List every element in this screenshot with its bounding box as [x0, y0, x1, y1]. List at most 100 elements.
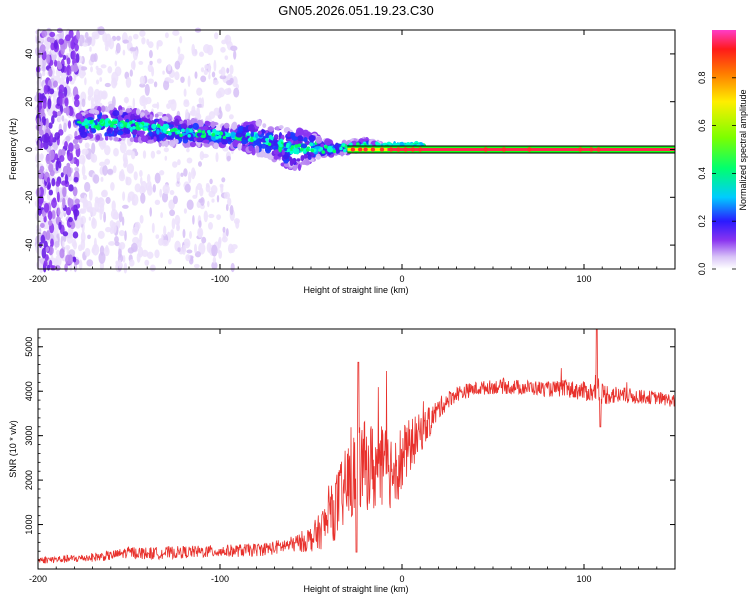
- tone-line-dot: [363, 147, 368, 152]
- spectral-blob: [187, 75, 191, 88]
- spectral-blob: [192, 194, 198, 199]
- spectral-blob: [66, 65, 70, 76]
- spectral-blob: [45, 246, 50, 253]
- colorbar-gradient: [712, 30, 736, 269]
- spectral-blob: [260, 143, 268, 149]
- spectral-blob: [143, 104, 146, 110]
- spectral-blob: [227, 243, 234, 254]
- spectral-blob: [58, 160, 62, 169]
- spectral-blob: [91, 31, 99, 38]
- spectral-blob: [79, 154, 86, 165]
- spectral-blob: [226, 67, 230, 74]
- spectral-blob: [64, 244, 71, 251]
- spectral-blob: [92, 174, 100, 184]
- spectral-blob: [104, 44, 109, 52]
- spectral-blob: [297, 143, 302, 148]
- spectral-blob: [98, 251, 106, 264]
- spectral-blob: [154, 199, 161, 206]
- spectral-blob: [207, 129, 211, 134]
- spectral-blob: [221, 39, 227, 45]
- spectral-blob: [87, 234, 91, 240]
- spectral-blob: [105, 196, 111, 204]
- spectral-blob: [40, 234, 46, 244]
- spectral-blob: [45, 230, 51, 241]
- spectral-blob: [198, 228, 203, 238]
- tone-line-dot: [596, 147, 601, 152]
- spectral-blob: [297, 163, 302, 171]
- spectral-blob: [146, 173, 151, 184]
- spectral-blob: [208, 111, 216, 120]
- spectral-blob: [59, 155, 65, 163]
- spectral-blob: [194, 243, 197, 254]
- spectral-blob: [186, 157, 193, 164]
- spectral-blob: [132, 200, 136, 206]
- spectral-blob: [335, 149, 340, 154]
- spectral-blob: [339, 146, 343, 151]
- spectral-blob: [60, 172, 64, 178]
- spectral-blob: [250, 130, 254, 138]
- spectral-blob: [222, 226, 226, 233]
- spectral-blob: [91, 142, 96, 155]
- spectral-blob: [233, 50, 237, 60]
- bottom-x-tick-label: -100: [211, 574, 229, 584]
- spectral-blob: [187, 134, 191, 138]
- spectral-blob: [303, 154, 308, 159]
- spectral-blob: [295, 127, 304, 136]
- spectral-blob: [84, 124, 89, 129]
- spectral-blob: [68, 75, 73, 82]
- spectral-blob: [64, 174, 69, 185]
- spectral-blob: [198, 97, 203, 104]
- spectral-blob: [164, 140, 169, 148]
- spectral-blob: [170, 128, 174, 133]
- spectral-blob: [60, 43, 65, 55]
- spectral-blob: [104, 158, 111, 165]
- spectral-blob: [62, 197, 66, 209]
- bottom-y-axis: 1000 2000 3000 4000 5000: [24, 328, 675, 561]
- spectral-blob: [169, 190, 175, 196]
- spectral-blob: [297, 135, 304, 142]
- spectral-blob: [315, 136, 323, 144]
- spectral-blob: [72, 186, 78, 197]
- colorbar: 0.0 0.2 0.4 0.6 0.8 Normalized spectral ampl…: [697, 30, 748, 275]
- spectral-blob: [154, 249, 160, 259]
- spectral-blob: [113, 136, 119, 142]
- spectral-blob: [96, 208, 104, 213]
- spectral-blob: [127, 195, 131, 203]
- spectral-blob: [46, 264, 51, 271]
- spectral-blob: [182, 228, 186, 239]
- spectral-blob: [172, 161, 178, 168]
- spectral-blob: [160, 212, 164, 219]
- spectral-blob: [163, 225, 167, 237]
- spectral-blob: [267, 142, 272, 147]
- spectral-blob: [93, 125, 98, 129]
- spectral-blob: [122, 191, 126, 202]
- spectral-blob: [114, 241, 120, 247]
- spectral-blob: [332, 149, 337, 154]
- spectral-blob: [172, 195, 178, 205]
- spectral-blob: [132, 97, 136, 110]
- spectral-blob: [62, 231, 69, 237]
- spectral-blob: [73, 176, 79, 183]
- spectral-blob: [67, 152, 73, 162]
- spectral-blob: [166, 103, 171, 109]
- spectral-blob: [65, 135, 71, 142]
- spectral-blob: [46, 54, 51, 64]
- spectral-blob: [255, 145, 260, 154]
- spectral-blob: [58, 84, 65, 93]
- spectral-blob: [324, 145, 328, 149]
- spectral-blob: [143, 127, 148, 131]
- spectral-blob: [185, 128, 190, 135]
- spectral-blob: [104, 145, 111, 156]
- spectral-blob: [286, 148, 291, 152]
- spectral-blob: [220, 66, 226, 77]
- spectral-blob: [211, 132, 216, 137]
- bottom-x-tick-label: -200: [29, 574, 47, 584]
- spectral-blob: [257, 130, 262, 135]
- top-x-axis-label: Height of straight line (km): [303, 285, 408, 295]
- spectral-blob: [99, 161, 106, 167]
- spectral-blob: [300, 147, 304, 152]
- spectral-blob: [55, 249, 61, 256]
- spectral-blob: [227, 197, 232, 207]
- spectral-blob: [72, 231, 79, 239]
